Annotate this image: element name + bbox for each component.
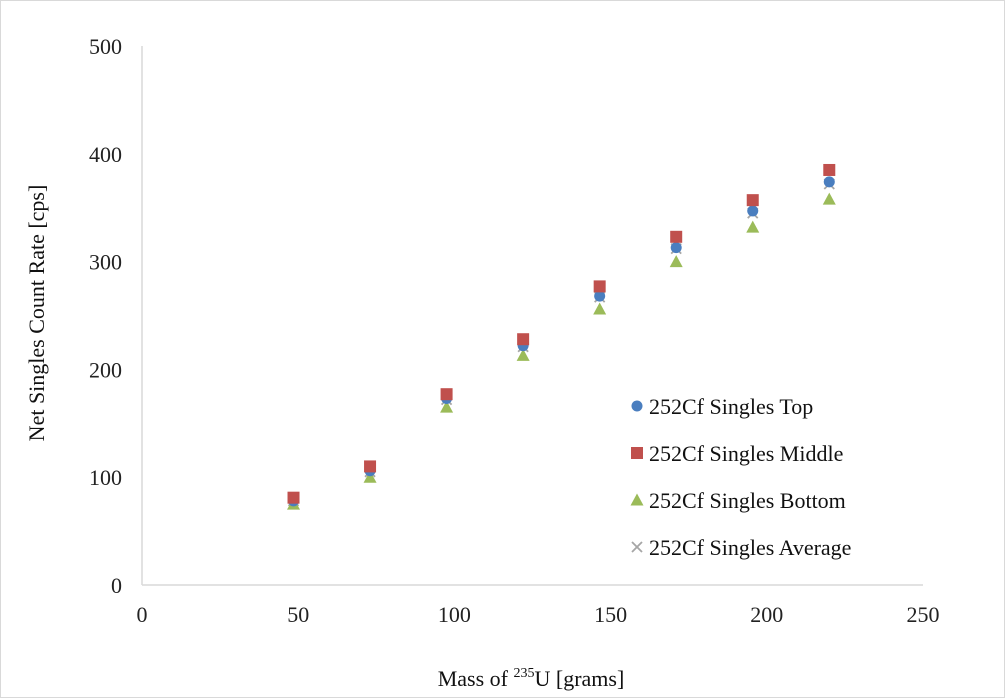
data-point-triangle: [822, 192, 836, 205]
x-tick-label: 200: [750, 602, 783, 627]
axes: [141, 46, 923, 586]
legend-item: 252Cf Singles Middle: [631, 441, 843, 466]
x-axis-title-superscript: 235: [513, 666, 534, 681]
x-tick-label: 100: [438, 602, 471, 627]
data-point-triangle: [593, 302, 607, 315]
x-axis-title: Mass of 235U [grams]: [438, 666, 625, 691]
data-point-triangle-shape: [440, 400, 454, 413]
data-point-square: [593, 280, 606, 293]
legend-square-marker: [631, 447, 643, 459]
data-point-circle: [823, 176, 835, 188]
y-axis-title: Net Singles Count Rate [cps]: [24, 185, 49, 442]
data-point-square-shape: [823, 163, 836, 176]
data-point-square: [440, 388, 453, 401]
legend-label: 252Cf Singles Bottom: [649, 488, 846, 513]
legend: 252Cf Singles Top 252Cf Singles Middle 252…: [630, 394, 851, 560]
y-tick-labels: 0 100 200 300 400 500: [89, 34, 122, 598]
data-point-triangle-shape: [822, 192, 836, 205]
y-tick-label: 200: [89, 357, 122, 382]
data-point-triangle-shape: [593, 302, 607, 315]
data-point-square-shape: [593, 280, 606, 293]
legend-label: 252Cf Singles Top: [649, 394, 813, 419]
legend-x-marker: [631, 541, 643, 553]
data-point-square-shape: [517, 333, 530, 346]
legend-circle-marker: [631, 400, 643, 412]
data-point-square: [670, 230, 683, 243]
data-point-triangle: [363, 470, 377, 483]
y-tick-label: 300: [89, 250, 122, 275]
data-point-triangle: [746, 220, 760, 233]
x-tick-label: 250: [907, 602, 940, 627]
data-point-square-shape: [746, 194, 759, 207]
x-tick-label: 150: [594, 602, 627, 627]
legend-circle-marker-shape: [631, 400, 643, 412]
data-point-circle-shape: [747, 205, 759, 217]
y-tick-label: 100: [89, 465, 122, 490]
x-axis-title-suffix: U [grams]: [534, 666, 624, 691]
data-point-circle: [594, 290, 606, 302]
data-point-square-shape: [364, 460, 377, 473]
data-point-square: [287, 491, 300, 504]
data-point-circle-shape: [670, 242, 682, 254]
data-points: [287, 163, 836, 510]
legend-item: 252Cf Singles Top: [631, 394, 813, 419]
y-tick-label: 0: [111, 573, 122, 598]
legend-label: 252Cf Singles Average: [649, 535, 851, 560]
legend-x-marker-shape: [631, 541, 643, 553]
data-point-square-shape: [287, 491, 300, 504]
data-point-triangle: [516, 348, 530, 361]
data-point-triangle-shape: [363, 470, 377, 483]
data-point-circle: [747, 205, 759, 217]
data-point-circle-shape: [823, 176, 835, 188]
data-point-circle: [670, 242, 682, 254]
data-point-square: [364, 460, 377, 473]
x-tick-labels: 0 50 100 150 200 250: [137, 602, 940, 627]
data-point-triangle: [440, 400, 454, 413]
data-point-square: [823, 163, 836, 176]
legend-label: 252Cf Singles Middle: [649, 441, 843, 466]
data-point-triangle: [669, 255, 683, 268]
x-tick-label: 0: [137, 602, 148, 627]
data-point-triangle-shape: [669, 255, 683, 268]
data-point-square-shape: [670, 230, 683, 243]
legend-item: 252Cf Singles Average: [631, 535, 851, 560]
data-point-triangle-shape: [746, 220, 760, 233]
data-point-square: [517, 333, 530, 346]
legend-item: 252Cf Singles Bottom: [630, 488, 846, 513]
data-point-square: [746, 194, 759, 207]
legend-triangle-marker: [630, 493, 644, 506]
data-point-triangle-shape: [516, 348, 530, 361]
data-point-circle-shape: [594, 290, 606, 302]
data-point-square-shape: [440, 388, 453, 401]
y-tick-label: 500: [89, 34, 122, 59]
x-axis-title-prefix: Mass of: [438, 666, 514, 691]
legend-triangle-marker-shape: [630, 493, 644, 506]
x-tick-label: 50: [287, 602, 309, 627]
y-tick-label: 400: [89, 142, 122, 167]
legend-square-marker-shape: [631, 447, 643, 459]
